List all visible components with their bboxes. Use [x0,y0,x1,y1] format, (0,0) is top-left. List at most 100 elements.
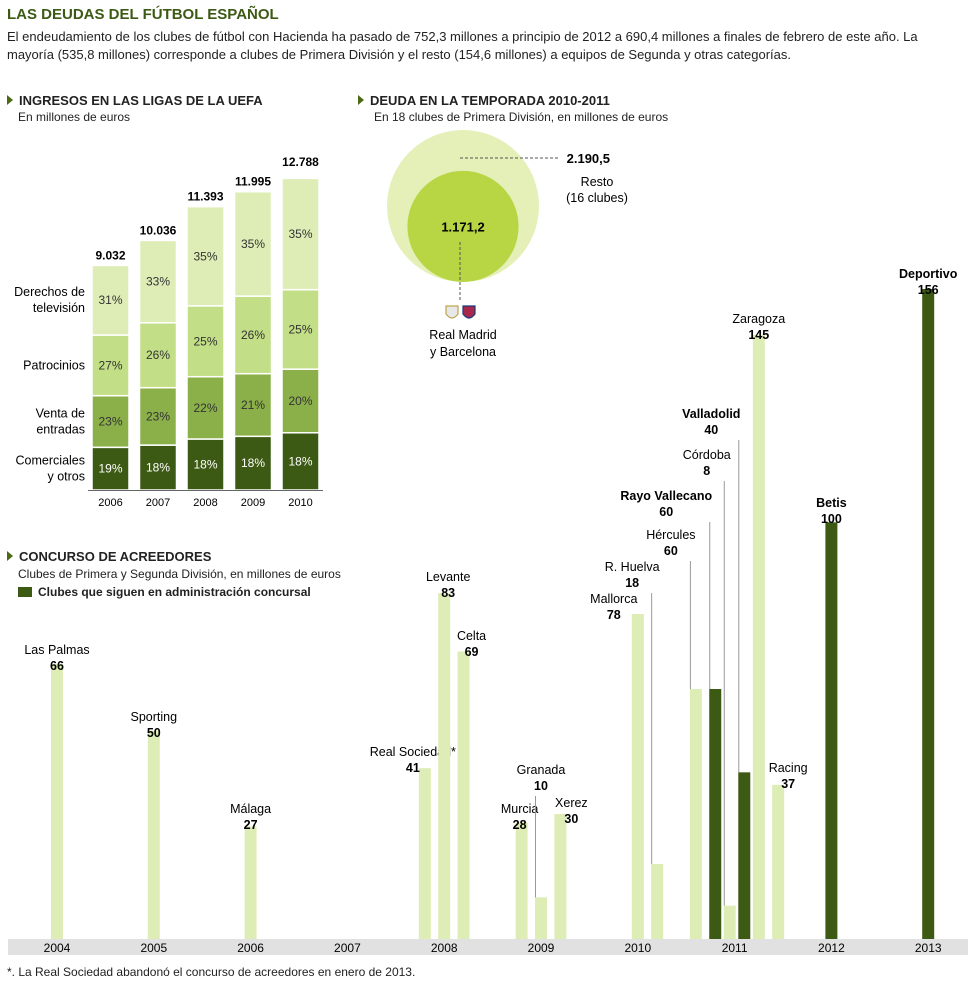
triangle-icon [7,95,13,105]
outer-bubble-name: Resto [581,175,614,189]
club-bar [922,289,935,939]
series-label: televisión [33,301,85,315]
segment-label: 18% [146,461,170,475]
year-tick-label: 2008 [431,941,458,955]
creditors-title-text: CONCURSO DE ACREEDORES [19,549,212,564]
club-name-label: Zaragoza [732,312,785,326]
year-tick-label: 2006 [237,941,264,955]
stacked-bar-segment [186,305,225,378]
series-label: entradas [36,422,85,436]
stacked-bar-segment [186,375,225,440]
club-value-label: 50 [147,726,161,740]
year-tick-label: 2013 [915,941,942,955]
stacked-bar-segment [281,177,320,291]
segment-label: 26% [241,328,265,342]
segment-label: 27% [98,358,122,372]
club-name-label: Mallorca [590,592,637,606]
segment-label: 31% [98,293,122,307]
club-name-label: Deportivo [899,267,958,281]
club-name-label: Valladolid [682,407,740,421]
club-value-label: 60 [664,544,678,558]
segment-label: 26% [146,348,170,362]
uefa-title-text: INGRESOS EN LAS LIGAS DE LA UEFA [19,93,263,108]
club-name-label: Real Sociedad* [370,745,456,759]
creditors-chart-title: CONCURSO DE ACREEDORES [7,549,211,564]
club-name-label: Málaga [230,802,271,816]
club-name-label: Granada [517,763,566,777]
intro-text: El endeudamiento de los clubes de fútbol… [7,29,918,62]
club-name-label: Sporting [131,710,178,724]
debt-chart-title: DEUDA EN LA TEMPORADA 2010-2011 [358,93,610,108]
club-name-label: Las Palmas [24,643,89,657]
year-tick-label: 2004 [44,941,71,955]
debt-chart-subtitle: En 18 clubes de Primera División, en mil… [374,110,669,124]
segment-label: 33% [146,275,170,289]
bar-total-label: 9.032 [95,248,125,262]
inner-bubble-value: 1.171,2 [441,219,484,234]
club-bar [147,730,160,939]
inner-bubble [407,170,519,282]
segment-label: 21% [241,398,265,412]
club-name-label: Rayo Vallecano [620,489,712,503]
club-value-label: 30 [564,812,578,826]
x-tick-label: 2007 [146,497,170,509]
real-madrid-crest-icon [445,305,459,319]
club-bar [689,689,702,939]
year-tick-label: 2007 [334,941,361,955]
club-bar [535,897,547,939]
stacked-bar-segment [233,190,273,297]
stacked-bar-segment [91,264,130,336]
year-tick-label: 2010 [624,941,651,955]
club-name-label: Córdoba [683,448,731,462]
club-value-label: 78 [607,608,621,622]
club-bar [244,826,257,939]
bar-total-label: 11.393 [187,190,223,204]
stacked-bar-segment [138,386,178,446]
club-bar [738,772,751,939]
club-value-label: 27 [244,818,258,832]
bar-total-label: 12.788 [282,155,319,169]
debt-title-text: DEUDA EN LA TEMPORADA 2010-2011 [370,93,610,108]
club-bar [554,814,567,939]
series-label: Derechos de [14,285,85,299]
club-value-label: 41 [406,761,420,775]
club-value-label: 156 [918,283,939,297]
club-value-label: 40 [704,423,718,437]
segment-label: 18% [193,458,217,472]
club-bar [651,864,664,939]
barcelona-crest-icon [462,305,476,319]
club-name-label: Xerez [555,796,588,810]
club-value-label: 8 [703,464,710,478]
stacked-bar-segment [281,288,320,370]
legend-label: Clubes que siguen en administración conc… [38,585,311,599]
club-name-label: Hércules [646,528,695,542]
x-tick-label: 2010 [288,497,312,509]
club-value-label: 60 [659,505,673,519]
series-label: Patrocinios [23,358,85,372]
club-bar [515,822,528,939]
club-value-label: 145 [748,328,769,342]
stacked-bar-segment [233,295,273,375]
club-name-label: Murcia [501,802,539,816]
club-name-label: R. Huelva [605,560,660,574]
segment-label: 25% [288,322,312,336]
club-name-label: Levante [426,570,471,584]
segment-label: 18% [241,456,265,470]
club-bar [51,664,63,939]
club-bar [438,593,451,939]
creditors-legend: Clubes que siguen en administración conc… [18,585,311,599]
club-bar [709,689,722,939]
club-value-label: 10 [534,779,548,793]
club-bar [631,614,644,939]
x-tick-label: 2009 [241,497,265,509]
year-tick-label: 2011 [722,941,748,955]
segment-label: 20% [288,394,312,408]
segment-label: 19% [98,462,122,476]
club-value-label: 83 [441,586,455,600]
legend-swatch [18,587,32,597]
series-label: y otros [47,470,85,484]
x-tick-label: 2006 [98,497,122,509]
club-value-label: 100 [821,512,842,526]
bar-total-label: 11.995 [235,175,271,189]
